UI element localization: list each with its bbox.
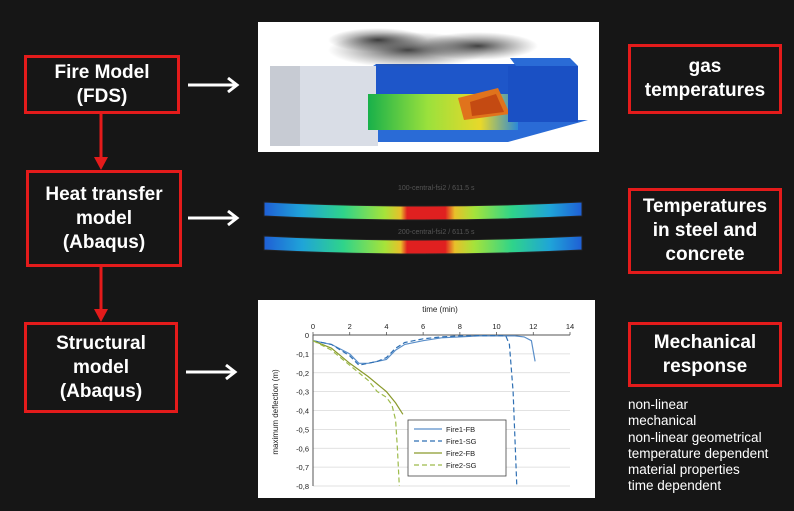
mech-line1: Mechanical xyxy=(653,331,757,353)
y-tick-label: 0 xyxy=(305,331,309,340)
structural-model-box: Structural model (Abaqus) xyxy=(24,322,178,413)
legend-label: Fire1-SG xyxy=(446,437,477,446)
x-tick-label: 10 xyxy=(492,322,500,331)
heat-transfer-box: Heat transfer model (Abaqus) xyxy=(26,170,182,267)
y-tick-label: -0,3 xyxy=(296,388,309,397)
x-tick-label: 2 xyxy=(348,322,352,331)
structural-line2: model xyxy=(73,356,129,378)
deflection-chart-svg: time (min) maximum deflection (m) 0 -0,1 -… xyxy=(271,305,574,491)
fire-model-line2: (FDS) xyxy=(76,85,128,107)
heat-label-2: 200-central-fsi2 / 611.5 s xyxy=(398,229,475,236)
steel-line1: Temperatures xyxy=(642,196,768,217)
heat-transfer-line1: Heat transfer xyxy=(45,183,163,205)
series-line-fire2-fb xyxy=(312,340,404,415)
heat-label-1: 100-central-fsi2 / 611.5 s xyxy=(398,185,475,192)
gas-line1: gas xyxy=(688,56,722,77)
mechanical-response-box: Mechanical response xyxy=(628,322,782,387)
note-item: non-linear geometrical xyxy=(628,429,762,445)
legend: Fire1-FB Fire1-SG Fire2-FB Fire2-SG xyxy=(407,419,507,477)
y-tick-label: -0,7 xyxy=(296,463,309,472)
heat-transfer-render: 100-central-fsi2 / 611.5 s 200-central-f… xyxy=(258,180,588,266)
mech-line2: response xyxy=(662,355,748,377)
y-tick-label: -0,2 xyxy=(296,369,309,378)
note-item: non-linear xyxy=(628,397,689,412)
notes-list: non-linear mechanical non-linear geometr… xyxy=(628,397,768,495)
note-item: temperature dependent xyxy=(628,445,769,461)
temperatures-steel-box: Temperatures in steel and concrete xyxy=(628,188,782,274)
series-line-fire1-sg xyxy=(312,335,518,487)
x-axis-title: time (min) xyxy=(422,305,458,314)
x-tick-label: 0 xyxy=(311,322,315,331)
white-arrow-2 xyxy=(188,209,240,227)
series-line-fire2-sg xyxy=(312,340,400,487)
note-item: material properties xyxy=(628,462,740,478)
legend-label: Fire2-SG xyxy=(446,461,477,470)
gas-temperatures-box: gas temperatures xyxy=(628,44,782,114)
structural-line1: Structural xyxy=(56,332,146,354)
structural-line3: (Abaqus) xyxy=(59,380,143,402)
legend-label: Fire2-FB xyxy=(446,449,475,458)
series-line-fire1-fb xyxy=(312,335,536,364)
steel-line3: concrete xyxy=(665,244,745,265)
white-arrow-1 xyxy=(188,76,240,94)
y-tick-label: -0,5 xyxy=(296,425,309,434)
x-tick-label: 8 xyxy=(458,322,462,331)
fds-render-image xyxy=(258,22,599,152)
legend-label: Fire1-FB xyxy=(446,425,475,434)
y-tick-label: -0,8 xyxy=(296,482,309,491)
fire-model-line1: Fire Model xyxy=(54,61,150,83)
heat-transfer-line2: model xyxy=(76,207,132,229)
x-tick-label: 4 xyxy=(384,322,388,331)
white-arrow-3 xyxy=(186,363,238,381)
y-tick-label: -0,6 xyxy=(296,444,309,453)
steel-line2: in steel and xyxy=(652,220,758,241)
x-tick-label: 12 xyxy=(529,322,537,331)
x-tick-label: 6 xyxy=(421,322,425,331)
note-item: time dependent xyxy=(628,478,722,494)
fire-model-box: Fire Model (FDS) xyxy=(24,55,180,114)
y-tick-label: -0,1 xyxy=(296,350,309,359)
y-axis-title: maximum deflection (m) xyxy=(271,369,280,455)
note-item: mechanical xyxy=(628,413,697,429)
heat-transfer-line3: (Abaqus) xyxy=(62,231,146,253)
gas-line2: temperatures xyxy=(644,80,766,101)
y-tick-label: -0,4 xyxy=(296,407,309,416)
x-tick-label: 14 xyxy=(566,322,574,331)
deflection-chart: time (min) maximum deflection (m) 0 -0,1 -… xyxy=(258,300,595,498)
